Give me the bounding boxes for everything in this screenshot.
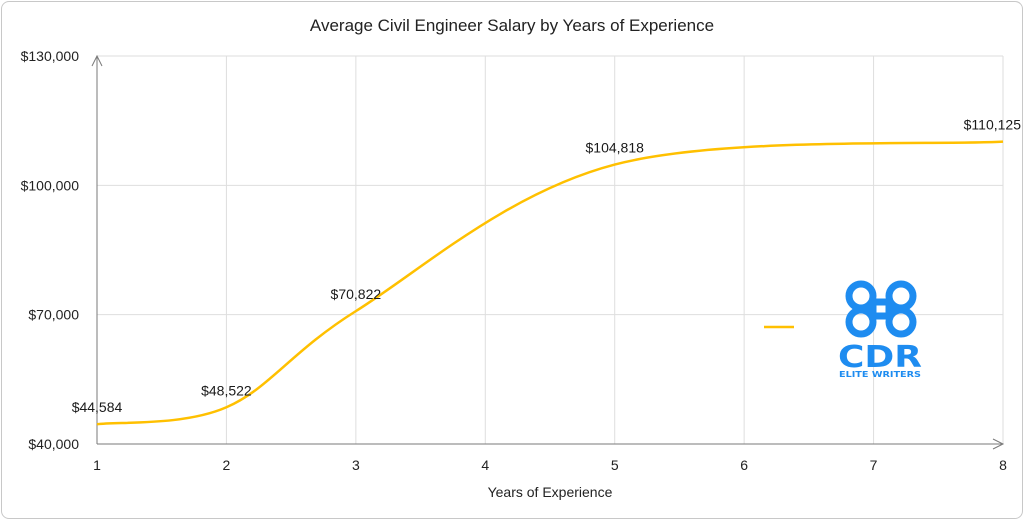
- cdr-elite-writers-logo: CDR ELITE WRITERS: [838, 280, 922, 379]
- logo-secondary-text: ELITE WRITERS: [839, 370, 921, 379]
- data-label: $48,522: [201, 382, 252, 398]
- x-tick-label: 1: [93, 457, 101, 473]
- x-tick-label: 5: [611, 457, 619, 473]
- y-tick-label: $130,000: [21, 48, 80, 64]
- x-tick-label: 4: [481, 457, 489, 473]
- chart-title: Average Civil Engineer Salary by Years o…: [310, 16, 714, 35]
- data-label: $70,822: [331, 286, 382, 302]
- x-tick-label: 3: [352, 457, 360, 473]
- y-tick-label: $70,000: [28, 307, 79, 323]
- cdr-knot-icon: [845, 280, 917, 338]
- x-tick-label: 6: [740, 457, 748, 473]
- y-tick-label: $100,000: [21, 177, 80, 193]
- x-axis-ticks: 1 2 3 4 5 6 7 8: [93, 457, 1007, 473]
- data-labels: $44,584 $48,522 $70,822 $104,818 $110,125: [72, 117, 1022, 416]
- data-label: $110,125: [964, 117, 1022, 133]
- x-axis-label: Years of Experience: [488, 484, 613, 500]
- y-tick-label: $40,000: [28, 436, 79, 452]
- data-label: $104,818: [586, 140, 645, 156]
- y-axis-arrow: [91, 54, 103, 67]
- x-axis-arrow: [992, 438, 1005, 450]
- data-label: $44,584: [72, 399, 123, 415]
- logo-primary-text: CDR: [838, 340, 922, 375]
- x-tick-label: 8: [999, 457, 1007, 473]
- x-tick-label: 7: [870, 457, 878, 473]
- x-tick-label: 2: [223, 457, 231, 473]
- axes: [91, 54, 1005, 450]
- salary-series-line: [96, 140, 1004, 426]
- y-axis-ticks: $40,000 $70,000 $100,000 $130,000: [21, 48, 80, 452]
